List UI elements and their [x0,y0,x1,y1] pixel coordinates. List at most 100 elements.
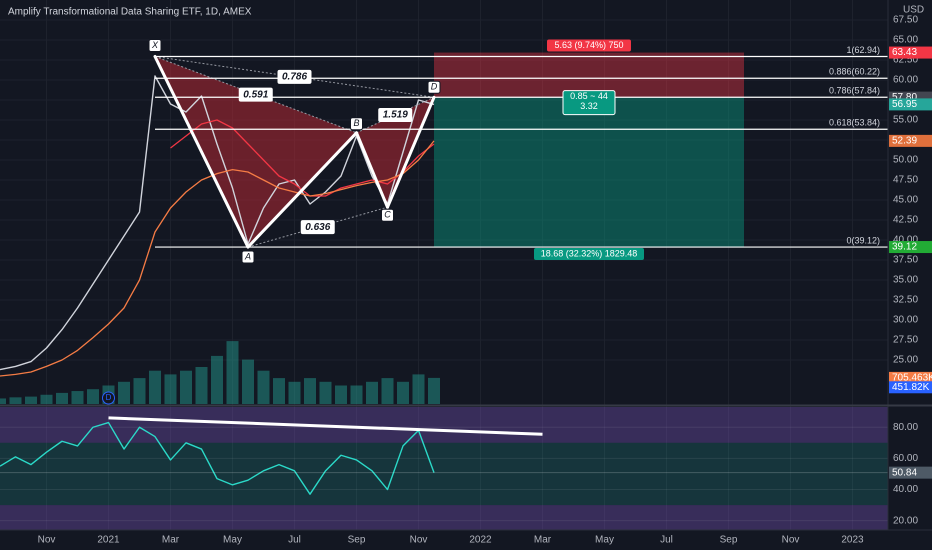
ratio-box [277,69,312,84]
target-label: 18.68 (32.32%) 1829.48 [541,248,638,258]
volume-bar [319,381,332,404]
price-tag-box [889,134,932,147]
pattern-point-label: A [244,251,251,261]
volume-tag: 705.463K [892,373,932,384]
y-tick-label: 40.00 [893,484,918,495]
price-tag-box [889,46,932,59]
axes: 25.00 27.50 30.00 32.50 35.00 37.50 40.00 42.50… [38,15,932,546]
pattern-leg [246,131,358,249]
currency: USD [903,5,924,16]
volume-bar [397,381,409,404]
y-tick-label: 40.00 [893,235,918,246]
x-tick-label: Jul [288,535,301,546]
volume-bar [381,378,394,404]
x-tick-label: Mar [534,535,552,546]
rsi-tag: 50.84 [892,467,917,478]
dividend-label: D [106,393,112,402]
y-tick-label: 45.00 [893,195,918,206]
pattern-point-box [350,117,363,131]
x-tick-label: 2023 [841,535,864,546]
volume-bar [428,377,440,404]
volume-bar [412,374,425,404]
volume-bar [9,397,22,404]
x-tick-label: Sep [348,535,366,546]
volume-bar [273,378,285,404]
y-tick-label: 37.50 [893,255,918,266]
price-tag: 57.80 [892,92,917,103]
volume-bar [211,355,223,404]
volume-bar [133,378,146,404]
y-tick-label: 42.50 [893,215,918,226]
pattern-point-box [148,38,162,52]
chart-title: Amplify Transformational Data Sharing ET… [8,7,252,18]
price-tag-box [889,98,932,111]
fib-label: 0.786(57.84) [829,86,880,96]
stop-zone [434,52,744,98]
x-tick-label: Sep [720,535,738,546]
volume-bar [56,392,68,404]
pattern-point-label: D [431,82,438,92]
x-tick-label: Jul [660,535,673,546]
volume-bar [0,398,6,404]
x-tick-label: Nov [38,535,56,546]
rsi-band-upper [0,407,888,443]
pattern-point-box [427,80,441,94]
y-tick-label: 50.00 [893,155,918,166]
pattern-fill [356,97,434,208]
dividend-marker [102,391,115,405]
volume-bar [242,359,254,404]
volume-bar [180,370,192,404]
y-tick-label: 67.50 [893,15,918,26]
y-tick-label: 30.00 [893,315,918,326]
volume-bar [195,367,208,404]
price-axis [888,0,932,530]
y-tick-label: 60.00 [893,75,918,86]
volume-bar [257,370,270,404]
mid-label: 3.32 [580,101,598,111]
x-tick-label: 2022 [469,535,492,546]
volume-bar [304,378,316,404]
pattern-leg [355,131,389,209]
pattern-point-box [241,250,255,264]
y-tick-label: 32.50 [893,295,918,306]
ratio-label: 0.636 [305,222,330,233]
y-tick-label: 20.00 [893,515,918,526]
volume-bar [118,381,130,404]
stop-label-box [547,39,631,52]
volume-bar [335,385,347,404]
price-tag: 56.95 [892,99,917,110]
y-tick-label: 27.50 [893,335,918,346]
mid-label-box [562,90,616,116]
pattern-point-label: B [353,118,359,128]
price-line [0,75,435,371]
fib-label: 0.886(60.22) [829,67,880,77]
ratio-box [300,220,335,235]
fib-label: 1(62.94) [846,45,880,55]
price-line [0,421,435,495]
ratio-label: 0.786 [282,72,307,83]
fib-label: 0.618(53.84) [829,118,880,128]
volume-tag-box [889,381,932,394]
x-tick-label: Mar [162,535,180,546]
moving-average [0,140,435,377]
volume-bar [288,381,301,404]
price-tag: 63.43 [892,47,917,58]
y-tick-label: 80.00 [893,422,918,433]
fib-label: 0(39.12) [846,235,880,245]
y-tick-label: 65.00 [893,35,918,46]
x-tick-label: Nov [410,535,428,546]
volume-bar [350,385,363,404]
mid-label: 0.85 ~ 44 [570,91,608,101]
volume-tag-box [889,371,932,384]
target-label-box [534,248,644,261]
y-tick-label: 25.00 [893,355,918,366]
target-zone [434,97,744,248]
pattern-point-label: X [151,40,159,50]
y-tick-label: 60.00 [893,453,918,464]
x-tick-label: May [223,535,242,546]
ratio-box [238,87,273,102]
price-tag-box [889,241,932,254]
x-tick-label: Nov [782,535,800,546]
volume-bar [40,394,53,404]
